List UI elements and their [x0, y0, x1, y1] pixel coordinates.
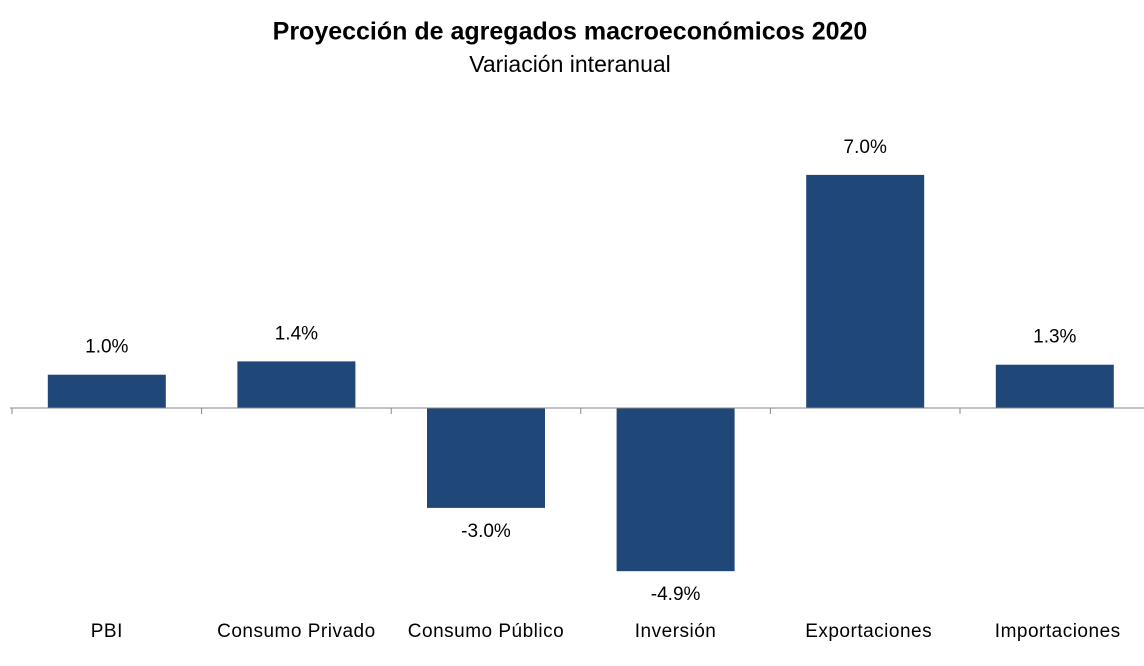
bar: [616, 408, 735, 572]
chart-title: Proyección de agregados macroeconómicos …: [273, 18, 868, 46]
chart-subtitle: Variación interanual: [469, 51, 671, 77]
x-tick-label: Importaciones: [994, 621, 1121, 642]
data-label: 1.3%: [1033, 327, 1076, 348]
x-tick-label: Exportaciones: [805, 621, 933, 642]
data-label: -3.0%: [461, 521, 511, 542]
x-tick-label: Inversión: [634, 621, 717, 642]
data-label: 1.4%: [275, 323, 318, 344]
data-label: 7.0%: [844, 137, 887, 158]
data-label: -4.9%: [651, 584, 701, 605]
x-tick-label: PBI: [90, 621, 123, 642]
x-tick-label: Consumo Privado: [217, 621, 376, 642]
bar: [237, 361, 356, 408]
data-label: 1.0%: [85, 337, 128, 358]
bar: [47, 374, 166, 408]
bar: [427, 408, 545, 508]
x-tick-label: Consumo Público: [407, 621, 565, 642]
bar: [806, 174, 925, 408]
bar: [995, 364, 1114, 408]
